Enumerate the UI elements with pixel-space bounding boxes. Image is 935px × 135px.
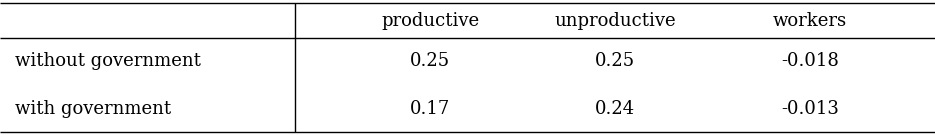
Text: workers: workers xyxy=(773,11,847,30)
Text: 0.25: 0.25 xyxy=(595,53,635,70)
Text: productive: productive xyxy=(381,11,479,30)
Text: with government: with government xyxy=(15,99,171,117)
Text: unproductive: unproductive xyxy=(554,11,676,30)
Text: 0.25: 0.25 xyxy=(410,53,450,70)
Text: 0.17: 0.17 xyxy=(410,99,450,117)
Text: -0.018: -0.018 xyxy=(781,53,839,70)
Text: -0.013: -0.013 xyxy=(781,99,839,117)
Text: 0.24: 0.24 xyxy=(595,99,635,117)
Text: without government: without government xyxy=(15,53,201,70)
